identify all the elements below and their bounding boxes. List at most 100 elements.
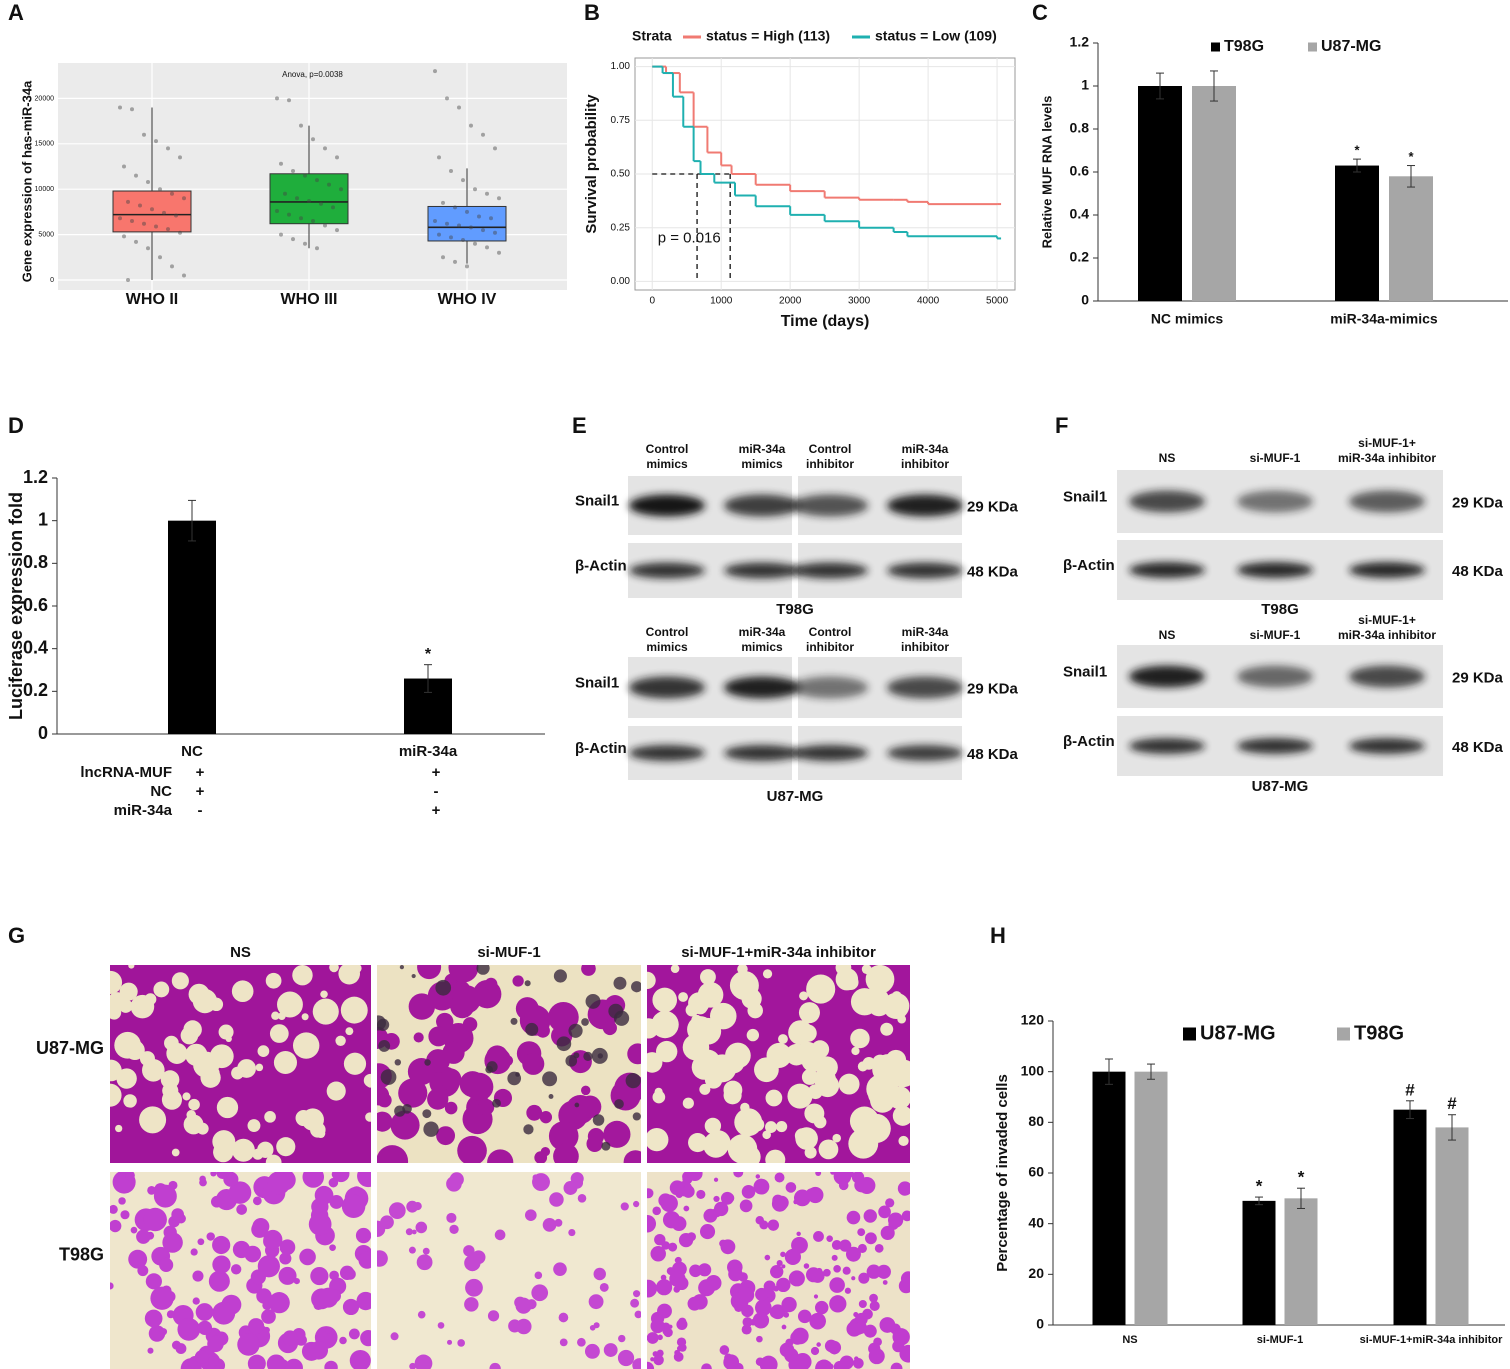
data-point: [178, 230, 182, 235]
legend-swatch: [1183, 1027, 1196, 1041]
micrograph-texture: [212, 1235, 231, 1255]
micrograph-texture: [457, 1339, 465, 1347]
lane-label: miR-34a: [902, 442, 949, 456]
micrograph-texture: [522, 1052, 545, 1075]
micrograph-texture: [192, 1297, 200, 1305]
micrograph-texture: [630, 1298, 640, 1308]
condition-label: NC: [150, 783, 172, 800]
micrograph-texture: [790, 1330, 805, 1345]
micrograph-texture: [883, 992, 910, 1020]
micrograph-texture: [607, 1123, 626, 1142]
micrograph-texture: [257, 1255, 280, 1278]
blot-band: [724, 745, 800, 761]
micrograph-texture: [535, 1023, 550, 1038]
micrograph-texture: [472, 1281, 482, 1291]
micrograph-texture: [804, 1146, 817, 1159]
micrograph-texture: [194, 1350, 209, 1364]
micrograph-texture: [448, 965, 479, 983]
micrograph-texture: [248, 1318, 265, 1335]
lane-label: mimics: [646, 457, 688, 471]
micrograph-texture: [210, 1195, 223, 1208]
micrograph-texture: [898, 1278, 910, 1294]
micrograph-texture: [188, 1098, 200, 1111]
micrograph-texture: [713, 1177, 719, 1182]
blot-band: [1237, 562, 1313, 578]
lane-label: mimics: [646, 640, 688, 654]
data-point: [299, 123, 303, 128]
micrograph-texture: [862, 1056, 876, 1070]
condition-value: +: [432, 802, 441, 819]
size-label: 29 KDa: [1452, 494, 1504, 511]
y-tick-label: 0.00: [611, 276, 631, 287]
micrograph-texture: [208, 1356, 219, 1367]
micrograph-texture: [762, 969, 773, 979]
micrograph-texture: [124, 1172, 135, 1181]
micrograph-texture: [422, 1247, 430, 1255]
micrograph-texture: [734, 1108, 763, 1137]
micrograph-texture: [228, 1181, 252, 1204]
micrograph-texture: [806, 974, 836, 1004]
micrograph-texture: [279, 1239, 296, 1256]
micrograph-texture: [647, 971, 656, 990]
micrograph-texture: [737, 965, 748, 975]
data-point: [162, 210, 166, 215]
micrograph-texture: [325, 1327, 333, 1334]
micrograph-texture: [781, 1324, 787, 1330]
micrograph-texture: [212, 1255, 231, 1274]
micrograph-texture: [548, 1001, 579, 1033]
size-label: 48 KDa: [1452, 739, 1504, 756]
micrograph-texture: [574, 1102, 580, 1108]
micrograph-texture: [647, 1128, 669, 1152]
micrograph-texture: [654, 1233, 666, 1246]
x-tick-label: 1000: [710, 296, 733, 307]
micrograph-texture: [348, 1328, 360, 1340]
micrograph-texture: [329, 1244, 336, 1251]
micrograph-texture: [183, 1020, 202, 1039]
column-label: si-MUF-1: [477, 944, 540, 961]
micrograph-texture: [765, 1149, 786, 1163]
data-point: [170, 191, 174, 196]
data-point: [174, 213, 178, 218]
significance-marker: #: [1447, 1094, 1457, 1113]
micrograph-texture: [788, 1270, 805, 1287]
x-tick-label: NC: [181, 743, 203, 760]
micrograph-texture: [510, 1017, 518, 1025]
data-point: [182, 273, 186, 278]
x-tick-label: miR-34a: [399, 743, 458, 760]
significance-marker: *: [1408, 149, 1414, 164]
micrograph-texture: [110, 1059, 122, 1082]
micrograph-texture: [399, 965, 404, 970]
micrograph-texture: [563, 1181, 578, 1195]
micrograph-texture: [208, 1067, 220, 1079]
micrograph: [647, 1172, 910, 1369]
data-point: [323, 223, 327, 228]
panel-letter: A: [8, 0, 24, 25]
micrograph-texture: [531, 1284, 549, 1302]
micrograph-texture: [340, 996, 368, 1024]
micrograph-texture: [524, 1209, 537, 1221]
micrograph-texture: [123, 1094, 137, 1108]
micrograph-texture: [166, 1310, 175, 1319]
micrograph-texture: [839, 1355, 854, 1369]
micrograph-texture: [656, 1349, 664, 1357]
data-point: [166, 227, 170, 232]
micrograph-texture: [114, 1031, 142, 1059]
micrograph-texture: [901, 1210, 910, 1222]
micrograph-texture: [269, 1024, 289, 1043]
micrograph-texture: [515, 1297, 532, 1314]
data-point: [142, 221, 146, 226]
micrograph-texture: [658, 1193, 673, 1208]
data-point: [485, 245, 489, 250]
micrograph-texture: [884, 1073, 900, 1089]
micrograph-texture: [542, 1071, 558, 1087]
y-tick-label: 0.4: [1070, 206, 1090, 222]
micrograph-texture: [139, 1051, 155, 1067]
micrograph-texture: [377, 1145, 409, 1163]
micrograph-texture: [409, 1362, 417, 1369]
micrograph-texture: [492, 1098, 501, 1108]
micrograph-texture: [532, 1174, 539, 1181]
micrograph-texture: [413, 1032, 424, 1043]
micrograph-texture: [587, 1128, 605, 1145]
panel-letter: B: [584, 0, 600, 25]
